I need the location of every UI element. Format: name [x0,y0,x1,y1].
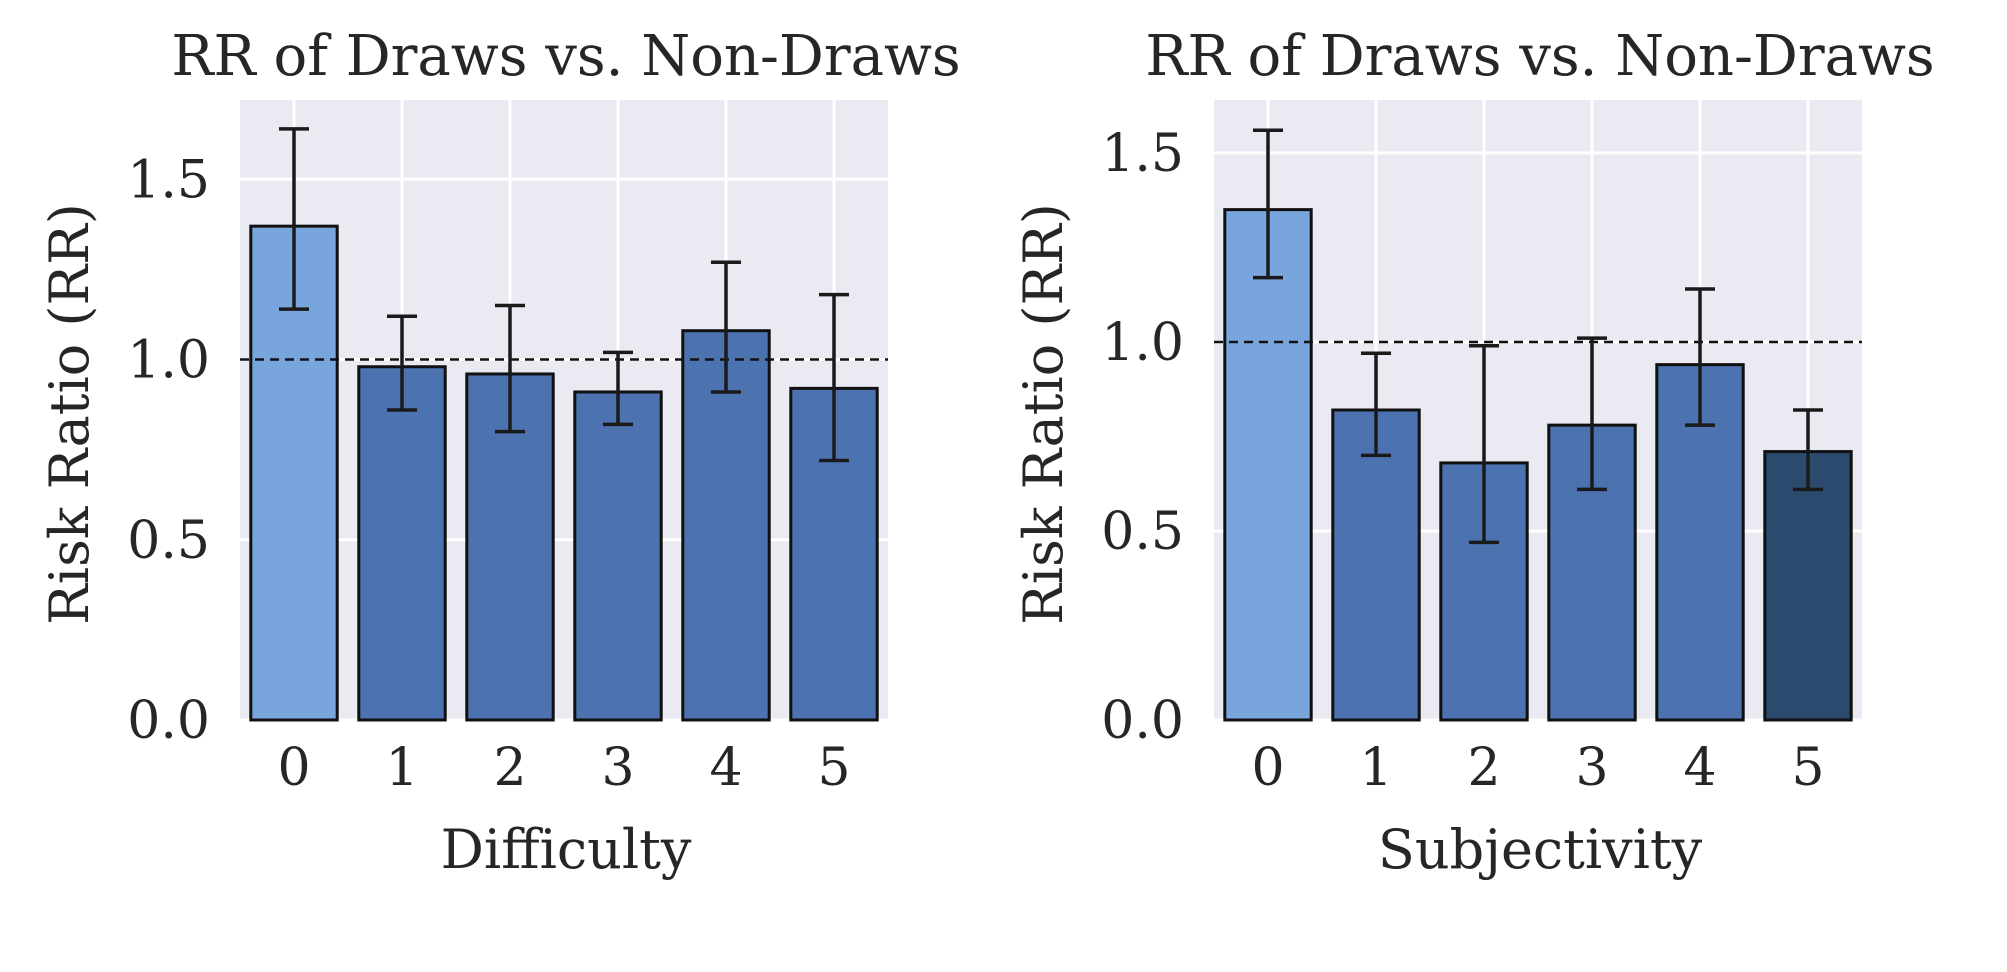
bar [1223,208,1313,722]
x-tick-label: 0 [1251,738,1284,798]
x-tick-label: 3 [601,738,634,798]
chart-title: RR of Draws vs. Non-Draws [1145,24,1934,89]
bar [573,390,663,722]
y-tick-label: 1.5 [127,150,210,210]
bar [465,372,555,722]
bar [357,365,447,722]
x-tick-label: 4 [709,738,742,798]
bar [249,224,339,722]
y-axis-label: Risk Ratio (RR) [1012,203,1075,625]
plot-background [1214,100,1862,720]
y-tick-label: 1.0 [1101,313,1184,373]
plot-background [240,100,888,720]
x-tick-label: 1 [385,738,418,798]
y-tick-label: 0.5 [127,511,210,571]
chart-title: RR of Draws vs. Non-Draws [171,24,960,89]
bar [1763,450,1853,722]
x-tick-label: 5 [817,738,850,798]
chart-subjectivity: 0.0 0.5 1.0 1.5 0 1 2 3 4 5 RR of Draws vs. Non-D… [1012,24,1935,881]
x-tick-label: 1 [1359,738,1392,798]
chart-difficulty: 0.0 0.5 1.0 1.5 0 1 2 3 4 5 RR of Draws vs. Non-D… [38,24,961,881]
bar [681,329,771,722]
x-tick-label: 5 [1791,738,1824,798]
bar [1331,408,1421,722]
x-tick-label: 2 [493,738,526,798]
x-tick-label: 0 [277,738,310,798]
x-axis-label: Difficulty [441,818,692,881]
plot-area: 0.0 0.5 1.0 1.5 0 1 2 3 4 5 [127,100,888,798]
x-axis-label: Subjectivity [1378,818,1703,881]
x-tick-label: 4 [1683,738,1716,798]
y-tick-label: 0.5 [1101,502,1184,562]
y-tick-label: 1.5 [1101,124,1184,184]
x-tick-label: 2 [1467,738,1500,798]
x-tick-label: 3 [1575,738,1608,798]
y-tick-label: 1.0 [127,331,210,391]
y-tick-label: 0.0 [1101,691,1184,751]
y-axis-label: Risk Ratio (RR) [38,203,101,625]
plot-area: 0.0 0.5 1.0 1.5 0 1 2 3 4 5 [1101,100,1862,798]
y-tick-label: 0.0 [127,691,210,751]
